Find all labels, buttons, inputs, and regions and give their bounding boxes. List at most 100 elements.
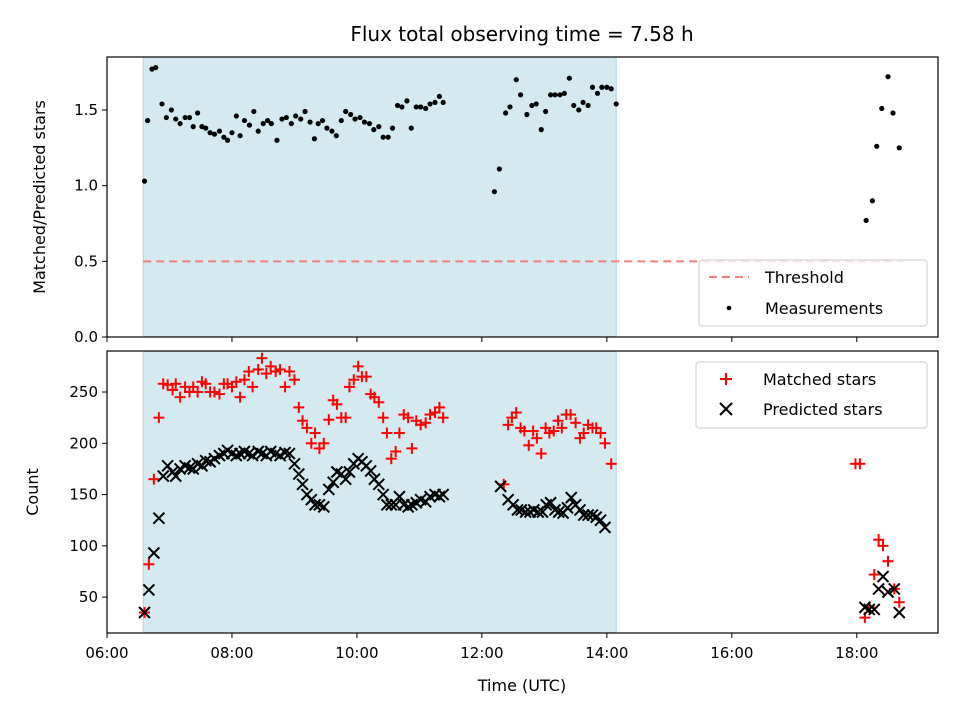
measurement-point [413, 104, 419, 110]
predicted-star-point [242, 447, 256, 460]
matched-star-point [548, 425, 560, 437]
x-axis-label: Time (UTC) [477, 676, 566, 695]
measurement-point [533, 101, 539, 107]
matched-star-point [437, 412, 449, 424]
matched-star-point [234, 391, 246, 403]
predicted-star-point [138, 606, 151, 619]
measurement-point [211, 131, 218, 137]
predicted-star-point [376, 488, 390, 501]
matched-star-point [385, 453, 397, 465]
matched-star-point [288, 374, 300, 386]
measurement-point [503, 110, 509, 116]
predicted-legend-label: Predicted stars [763, 400, 883, 419]
predicted-star-point [433, 490, 446, 503]
x-tick-label: 16:00 [710, 644, 753, 662]
measurement-point [311, 136, 318, 142]
measurement-point [571, 102, 577, 109]
predicted-star-point [876, 570, 890, 583]
matched-star-point [595, 427, 607, 439]
matched-star-point [535, 448, 547, 460]
measurement-point [283, 114, 289, 121]
predicted-star-point [157, 469, 170, 483]
measurement-point [221, 134, 227, 140]
measurement-point [594, 90, 601, 96]
bottom-axes-frame [106, 350, 939, 634]
measurement-point [404, 98, 410, 104]
predicted-star-point [152, 511, 166, 525]
measurement-point [216, 128, 223, 134]
measurement-point [224, 137, 231, 143]
measurement-point [141, 178, 148, 184]
predicted-legend-swatch [719, 402, 733, 416]
top-x-ticks [106, 337, 858, 342]
matched-star-point [599, 437, 611, 449]
matched-star-point [523, 439, 535, 451]
measurement-point [394, 102, 401, 109]
predicted-star-point [292, 467, 306, 481]
matched-star-point [192, 386, 204, 398]
bottom-x-ticks: 06:00 08:00 10:00 12:00 14:00 16:00 18:00 [85, 633, 878, 662]
bottom-legend: Matched stars Predicted stars [695, 361, 928, 429]
measurement-point [241, 117, 248, 124]
measurement-point [333, 133, 339, 139]
predicted-star-point [251, 445, 265, 458]
matched-star-point [323, 414, 335, 426]
measurement-point [329, 128, 335, 134]
matched-star-point [402, 412, 414, 424]
bottom-legend-box [695, 361, 928, 429]
measurements-legend-swatch [726, 305, 732, 311]
measurement-point [203, 125, 209, 131]
measurement-point [315, 120, 321, 127]
measurement-point [585, 102, 591, 109]
matched-star-point [170, 378, 182, 390]
measurement-point [207, 130, 213, 136]
matched-legend-swatch [720, 373, 732, 385]
measurement-point [352, 116, 358, 122]
measurement-point [279, 116, 285, 122]
measurement-point [566, 75, 572, 81]
measurement-point [177, 120, 183, 127]
measurement-point [561, 90, 567, 96]
count-points [138, 352, 906, 624]
predicted-star-point [401, 500, 415, 514]
measurement-point [159, 101, 165, 107]
matched-star-point [167, 384, 179, 396]
matched-star-point [343, 381, 355, 393]
top-y-tick-label: 0.0 [74, 328, 98, 346]
measurement-point [543, 108, 549, 115]
matched-star-point [360, 371, 372, 383]
predicted-star-point [881, 585, 895, 599]
predicted-star-point [598, 521, 612, 534]
measurement-point [576, 107, 582, 113]
measurement-point [507, 104, 513, 110]
measurement-point [229, 130, 235, 136]
top-y-tick-label: 1.0 [74, 177, 98, 195]
matched-star-point [527, 425, 539, 437]
measurement-point [890, 110, 896, 116]
measurement-point [491, 189, 497, 195]
matched-star-point [420, 417, 432, 429]
bottom-y-tick-label: 150 [69, 486, 98, 504]
measurement-point [302, 108, 308, 115]
matched-star-point [148, 473, 160, 485]
measurement-point [173, 116, 179, 122]
matched-star-point [854, 458, 866, 470]
matched-star-point [510, 407, 522, 419]
measurement-point [298, 116, 304, 122]
predicted-star-point [561, 501, 574, 515]
predicted-star-point [393, 490, 406, 503]
measurement-point [557, 92, 563, 98]
top-axes-frame [106, 56, 939, 338]
bottom-y-ticks: 50 100 150 200 250 [69, 383, 107, 606]
measurement-point [418, 104, 424, 110]
predicted-star-point [169, 469, 182, 483]
measurement-point [153, 64, 159, 71]
x-tick-label: 10:00 [335, 644, 378, 662]
measurement-point [874, 143, 880, 149]
measurement-point [338, 117, 344, 124]
top-legend: Threshold Measurements [698, 259, 928, 327]
measurement-point [348, 111, 354, 118]
measurement-point [376, 124, 382, 130]
measurement-point [190, 124, 196, 130]
